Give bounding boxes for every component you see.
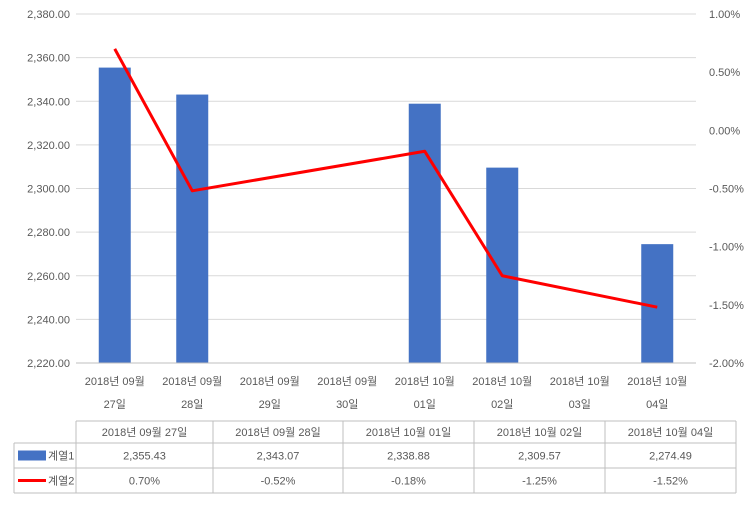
category-label: 02일	[491, 397, 513, 411]
table-cell: 2,355.43	[123, 451, 166, 463]
gridlines	[76, 13, 696, 364]
table-header-cell: 2018년 09월 28일	[235, 425, 320, 439]
category-label: 2018년 10월	[550, 375, 610, 388]
x-axis: 2018년 09월 27일 2018년 09월 28일 2018년 09월 29일 2018…	[76, 362, 696, 411]
category-label: 27일	[104, 397, 126, 411]
legend-series-name: 계열2	[48, 475, 74, 488]
bar	[98, 67, 131, 363]
table-cell: 0.70%	[129, 476, 160, 488]
table-cell: 2,274.49	[649, 451, 692, 463]
category-label: 2018년 10월	[395, 375, 455, 388]
table-header-cell: 2018년 10월 02일	[497, 425, 582, 439]
category-label: 2018년 10월	[472, 375, 532, 388]
left-tick-label: 2,220.00	[27, 358, 70, 370]
category-label: 04일	[646, 397, 668, 411]
left-tick-label: 2,300.00	[27, 184, 70, 196]
category-label: 2018년 09월	[240, 375, 300, 388]
left-tick-label: 2,260.00	[27, 271, 70, 283]
left-tick-label: 2,240.00	[27, 314, 70, 326]
bar	[486, 167, 519, 363]
right-tick-label: 1.00%	[709, 9, 740, 21]
bar	[408, 103, 441, 364]
legend-key-bar	[18, 450, 46, 461]
category-label: 01일	[414, 397, 436, 411]
left-tick-label: 2,380.00	[27, 9, 70, 21]
table-cell: -1.52%	[653, 476, 688, 488]
table-cell: -0.18%	[391, 476, 426, 488]
category-label: 30일	[336, 397, 358, 411]
category-label: 2018년 10월	[627, 375, 687, 388]
data-table: 2018년 09월 27일 2018년 09월 28일 2018년 10월 01일 2…	[13, 420, 737, 494]
category-label: 29일	[259, 397, 281, 411]
category-label: 2018년 09월	[162, 375, 222, 388]
category-label: 2018년 09월	[317, 375, 377, 388]
table-header-cell: 2018년 09월 27일	[102, 425, 187, 439]
bar	[176, 94, 209, 364]
category-label: 03일	[569, 397, 591, 411]
category-label: 28일	[181, 397, 203, 411]
right-tick-label: -2.00%	[709, 358, 744, 370]
left-tick-label: 2,340.00	[27, 96, 70, 108]
table-cell: -1.25%	[522, 476, 557, 488]
left-tick-label: 2,280.00	[27, 227, 70, 239]
category-label: 2018년 09월	[85, 375, 145, 388]
table-cell: 2,343.07	[257, 451, 300, 463]
line-series	[113, 48, 658, 309]
right-tick-label: 0.00%	[709, 125, 740, 137]
table-cell: -0.52%	[261, 476, 296, 488]
legend-series-name: 계열1	[48, 450, 74, 463]
right-tick-label: 0.50%	[709, 67, 740, 79]
table-cell: 2,338.88	[387, 451, 430, 463]
right-axis: -2.00% -1.50% -1.00% -0.50% 0.00% 0.50% 1.00%	[709, 9, 744, 370]
table-cell: 2,309.57	[518, 451, 561, 463]
left-tick-label: 2,360.00	[27, 53, 70, 65]
right-tick-label: -1.50%	[709, 300, 744, 312]
table-header-cell: 2018년 10월 04일	[628, 425, 713, 439]
left-tick-label: 2,320.00	[27, 140, 70, 152]
bar-series	[98, 67, 674, 364]
right-tick-label: -1.00%	[709, 242, 744, 254]
table-header-cell: 2018년 10월 01일	[366, 425, 451, 439]
left-axis: 2,220.00 2,240.00 2,260.00 2,280.00 2,300.00…	[27, 9, 70, 370]
right-tick-label: -0.50%	[709, 184, 744, 196]
